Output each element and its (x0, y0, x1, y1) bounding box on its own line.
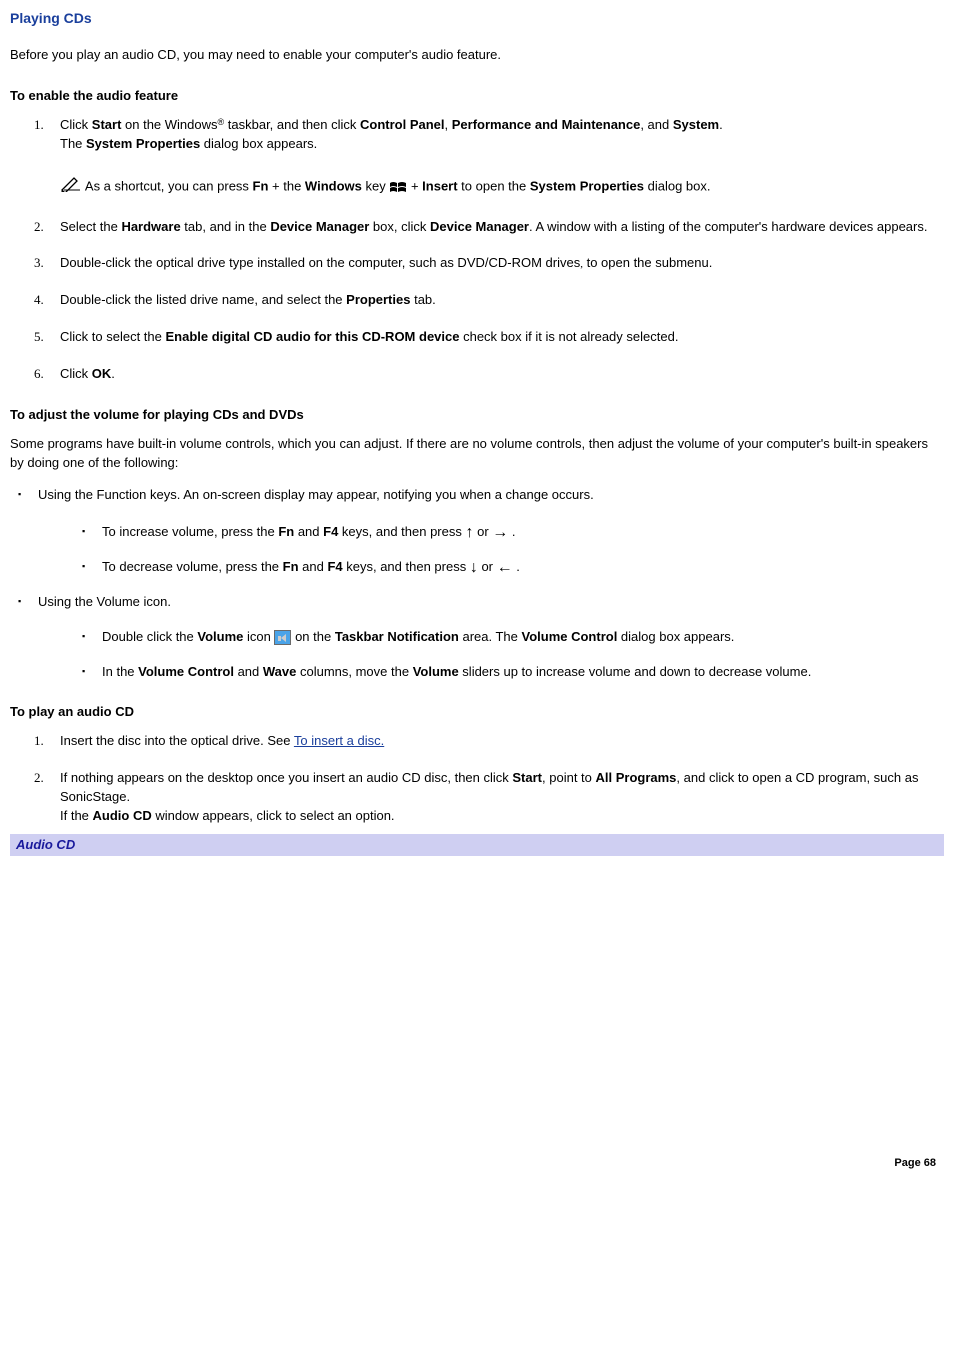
step-text: Double-click the optical drive type inst… (60, 255, 712, 270)
note-icon (60, 176, 82, 198)
volume-icon (274, 630, 291, 645)
step-number: 1. (34, 732, 44, 751)
heading-enable-audio: To enable the audio feature (10, 87, 944, 106)
play-cd-steps: 1. Insert the disc into the optical driv… (34, 732, 944, 825)
step-number: 1. (34, 116, 44, 135)
windows-key-icon (389, 180, 407, 194)
step-text: Click to select the Enable digital CD au… (60, 329, 678, 344)
intro-text: Before you play an audio CD, you may nee… (10, 46, 944, 65)
step-6: 6. Click OK. (34, 365, 944, 384)
link-to-insert-disc[interactable]: To insert a disc. (294, 733, 384, 748)
step-5: 5. Click to select the Enable digital CD… (34, 328, 944, 347)
audio-cd-box-heading: Audio CD (10, 834, 944, 857)
step-number: 3. (34, 254, 44, 273)
step-text: Insert the disc into the optical drive. … (60, 733, 384, 748)
list-item: Double click the Volume icon on the Task… (74, 628, 944, 647)
volume-methods: Using the Function keys. An on-screen di… (10, 486, 944, 681)
step-text: Click OK. (60, 366, 115, 381)
arrow-right-icon: → (492, 525, 508, 541)
page-number: Page 68 (10, 1156, 944, 1172)
step-1: 1. Insert the disc into the optical driv… (34, 732, 944, 751)
adjust-volume-intro: Some programs have built-in volume contr… (10, 435, 944, 473)
step-text: If nothing appears on the desktop once y… (60, 770, 918, 823)
step-2: 2. If nothing appears on the desktop onc… (34, 769, 944, 826)
step-4: 4. Double-click the listed drive name, a… (34, 291, 944, 310)
list-item: Using the Volume icon. Double click the … (10, 593, 944, 682)
list-item: In the Volume Control and Wave columns, … (74, 663, 944, 682)
shortcut-note: As a shortcut, you can press Fn + the Wi… (60, 174, 944, 200)
step-number: 6. (34, 365, 44, 384)
step-number: 2. (34, 218, 44, 237)
bullet-text: Using the Function keys. An on-screen di… (38, 487, 594, 502)
step-text: Click Start on the Windows® taskbar, and… (60, 117, 723, 151)
step-number: 2. (34, 769, 44, 788)
step-text: Double-click the listed drive name, and … (60, 292, 436, 307)
step-2: 2. Select the Hardware tab, and in the D… (34, 218, 944, 237)
bullet-text: Using the Volume icon. (38, 594, 171, 609)
step-3: 3. Double-click the optical drive type i… (34, 254, 944, 273)
heading-adjust-volume: To adjust the volume for playing CDs and… (10, 406, 944, 425)
step-text: Select the Hardware tab, and in the Devi… (60, 219, 927, 234)
page-title: Playing CDs (10, 8, 944, 28)
step-1: 1. Click Start on the Windows® taskbar, … (34, 116, 944, 200)
list-item: To increase volume, press the Fn and F4 … (74, 523, 944, 542)
arrow-left-icon: ← (497, 560, 513, 576)
heading-play-audio-cd: To play an audio CD (10, 703, 944, 722)
enable-audio-steps: 1. Click Start on the Windows® taskbar, … (34, 116, 944, 384)
arrow-down-icon: ↓ (470, 560, 478, 576)
step-number: 4. (34, 291, 44, 310)
list-item: To decrease volume, press the Fn and F4 … (74, 558, 944, 577)
list-item: Using the Function keys. An on-screen di… (10, 486, 944, 577)
step-number: 5. (34, 328, 44, 347)
